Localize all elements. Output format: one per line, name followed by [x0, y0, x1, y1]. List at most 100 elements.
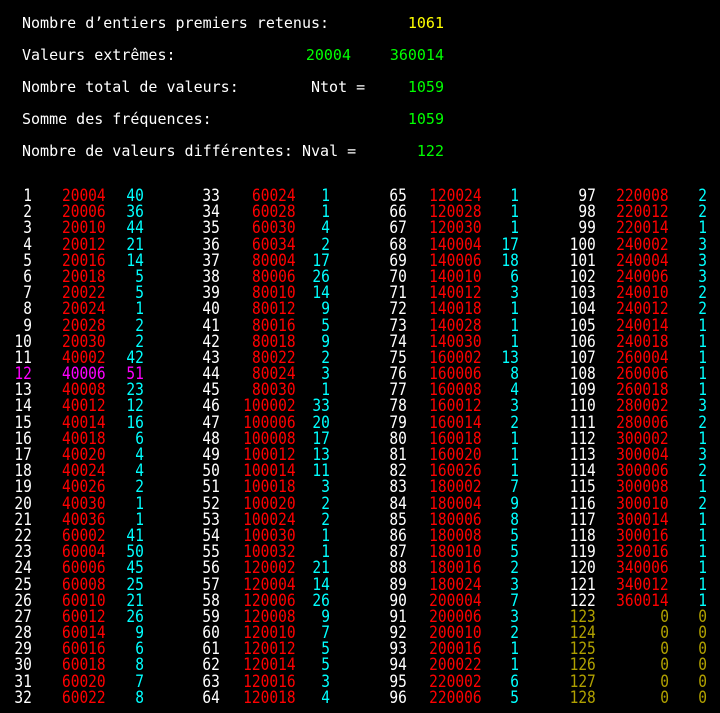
table-row: 107 260004 1: [550, 349, 720, 366]
row-count: 14: [312, 283, 330, 303]
row-index: 24: [14, 558, 32, 578]
row-value: 80004: [252, 250, 296, 270]
row-index: 1: [23, 186, 32, 205]
table-row: 128 0 0: [550, 689, 720, 706]
row-index: 93: [389, 639, 407, 659]
table-row: 66 120028 1: [370, 203, 540, 220]
row-value: 340012: [616, 574, 669, 594]
table-row: 109 260018 1: [550, 380, 720, 400]
summary-line-primes: Nombre d’entiers premiers retenus: 1061: [0, 12, 720, 34]
row-index: 2: [23, 202, 32, 222]
row-value: 120014: [243, 655, 296, 675]
row-count: 5: [321, 315, 330, 335]
row-index: 36: [202, 234, 220, 254]
row-count: 0: [698, 623, 707, 643]
row-value: 60016: [62, 639, 106, 659]
row-count: 23: [126, 380, 144, 400]
row-index: 109: [569, 380, 596, 400]
row-count: 1: [321, 186, 330, 205]
row-value: 200004: [429, 590, 482, 610]
row-count: 1: [321, 380, 330, 400]
table-row: 23 60004 50: [0, 542, 170, 562]
row-index: 56: [202, 558, 220, 578]
row-count: 2: [510, 558, 519, 578]
row-count: 1: [698, 574, 707, 594]
row-value: 160006: [429, 364, 482, 384]
table-row: 6 20018 5: [0, 266, 170, 286]
row-index: 60: [202, 623, 220, 643]
row-value: 40020: [62, 445, 106, 464]
row-index: 87: [389, 542, 407, 562]
row-count: 8: [135, 687, 144, 707]
row-count: 21: [126, 590, 144, 610]
row-count: 20: [312, 412, 330, 432]
extremes-label: Valeurs extrêmes:: [22, 46, 176, 64]
row-value: 20030: [62, 331, 106, 351]
row-value: 40012: [62, 396, 106, 416]
row-count: 9: [510, 493, 519, 513]
row-count: 9: [321, 299, 330, 319]
table-row: 20 40030 1: [0, 493, 170, 513]
row-count: 1: [698, 315, 707, 335]
row-count: 21: [126, 234, 144, 254]
row-value: 140006: [429, 250, 482, 270]
row-count: 7: [321, 623, 330, 643]
table-row: 14 40012 12: [0, 396, 170, 416]
row-count: 1: [698, 364, 707, 384]
row-value: 100014: [243, 461, 296, 481]
row-value: 280002: [616, 396, 669, 416]
row-index: 114: [569, 461, 596, 481]
row-value: 60002: [62, 525, 106, 545]
row-value: 160008: [429, 380, 482, 400]
row-count: 1: [698, 525, 707, 545]
row-index: 52: [202, 493, 220, 513]
table-row: 69 140006 18: [370, 250, 540, 270]
table-row: 124 0 0: [550, 623, 720, 643]
row-count: 33: [312, 396, 330, 416]
row-value: 0: [660, 606, 669, 626]
row-index: 63: [202, 671, 220, 691]
row-value: 60012: [62, 606, 106, 626]
row-count: 1: [321, 542, 330, 562]
row-index: 7: [23, 283, 32, 303]
row-count: 36: [126, 202, 144, 222]
row-index: 124: [569, 623, 596, 643]
row-index: 80: [389, 428, 407, 448]
row-count: 2: [510, 623, 519, 643]
row-index: 98: [578, 202, 596, 222]
row-count: 50: [126, 542, 144, 562]
table-row: 108 260006 1: [550, 364, 720, 384]
row-index: 22: [14, 525, 32, 545]
row-index: 117: [569, 509, 596, 529]
table-row: 73 140028 1: [370, 317, 540, 334]
row-value: 160026: [429, 461, 482, 481]
row-value: 120010: [243, 623, 296, 643]
table-row: 29 60016 6: [0, 639, 170, 659]
row-index: 6: [23, 266, 32, 286]
row-count: 1: [510, 299, 519, 319]
row-count: 1: [321, 202, 330, 222]
row-count: 0: [698, 671, 707, 691]
row-index: 5: [23, 250, 32, 270]
row-index: 81: [389, 445, 407, 464]
row-index: 37: [202, 250, 220, 270]
row-value: 80024: [252, 364, 296, 384]
row-count: 1: [698, 558, 707, 578]
row-value: 140030: [429, 331, 482, 351]
row-index: 20: [14, 493, 32, 513]
row-value: 160020: [429, 445, 482, 464]
row-index: 53: [202, 509, 220, 529]
row-value: 100008: [243, 428, 296, 448]
row-index: 103: [569, 283, 596, 303]
row-value: 240004: [616, 250, 669, 270]
row-count: 3: [510, 606, 519, 626]
table-row: 58 120006 26: [190, 590, 360, 610]
row-value: 120006: [243, 590, 296, 610]
summary-line-distinct: Nombre de valeurs différentes: Nval = 12…: [0, 140, 720, 162]
row-count: 3: [510, 574, 519, 594]
row-value: 40024: [62, 461, 106, 481]
distinct-values-label: Nombre de valeurs différentes:: [22, 142, 293, 160]
row-index: 115: [569, 477, 596, 497]
row-value: 240002: [616, 234, 669, 254]
row-count: 3: [321, 364, 330, 384]
